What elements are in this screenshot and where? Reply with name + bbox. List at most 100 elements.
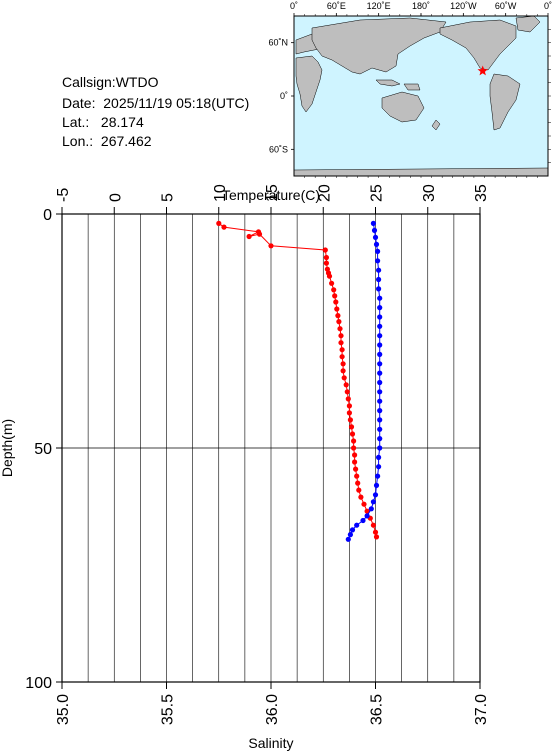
temperature-data-point	[336, 319, 342, 325]
salinity-data-point	[345, 536, 351, 542]
temperature-data-point	[268, 243, 274, 249]
depth-tick-label: 0	[43, 207, 52, 224]
salinity-data-point	[377, 408, 383, 414]
temperature-data-point	[352, 459, 358, 465]
map-lat-label: 60˚N	[268, 38, 288, 48]
temperature-data-point	[351, 445, 357, 451]
map-lat-label: 0˚	[280, 91, 288, 101]
salinity-data-point	[377, 295, 383, 301]
depth-tick-label: 50	[34, 441, 52, 458]
temperature-data-point	[338, 340, 344, 346]
callsign-text: Callsign:WTDO	[62, 74, 159, 90]
new-zealand-landmass	[431, 119, 441, 131]
date-text: Date: 2025/11/19 05:18(UTC)	[62, 95, 250, 111]
temperature-data-point	[355, 480, 361, 486]
temperature-data-point	[343, 382, 349, 388]
temperature-tick-label: 20	[316, 184, 333, 202]
salinity-data-point	[377, 426, 383, 432]
temperature-data-point	[221, 224, 227, 230]
north-america-landmass	[439, 19, 517, 71]
salinity-data-point	[376, 454, 382, 460]
salinity-data-point	[377, 333, 383, 339]
salinity-data-point	[354, 522, 360, 528]
salinity-axis-title: Salinity	[248, 735, 293, 751]
salinity-data-point	[347, 532, 353, 538]
salinity-data-point	[364, 513, 370, 519]
salinity-data-point	[377, 351, 383, 357]
map-lon-label: 60˚E	[327, 1, 346, 11]
temperature-data-point	[340, 361, 346, 367]
salinity-tick-label: 36.5	[369, 694, 386, 725]
salinity-tick-label: 36.0	[264, 694, 281, 725]
temperature-tick-label: 0	[107, 193, 124, 202]
salinity-data-point	[349, 527, 356, 533]
temperature-data-point	[323, 254, 329, 261]
salinity-data-point	[377, 342, 383, 348]
temperature-data-point	[364, 508, 370, 514]
salinity-data-point	[373, 482, 380, 488]
longitude-text: Lon.: 267.462	[62, 133, 152, 149]
temperature-data-point	[346, 410, 352, 416]
temperature-data-point	[338, 333, 344, 339]
salinity-data-point	[376, 286, 382, 292]
salinity-data-point	[377, 417, 383, 423]
indonesia-landmass	[375, 79, 401, 87]
australia-landmass	[381, 91, 425, 123]
map-lon-label: 0˚	[544, 1, 552, 11]
temperature-data-point	[216, 220, 222, 226]
salinity-data-point	[373, 241, 380, 247]
salinity-data-point	[371, 227, 378, 233]
salinity-data-point	[377, 314, 383, 320]
temperature-data-point	[346, 403, 352, 409]
salinity-data-point	[377, 445, 383, 451]
temperature-data-point	[345, 396, 351, 402]
asia-landmass	[311, 17, 447, 75]
temperature-data-point	[256, 231, 263, 237]
salinity-data-point	[377, 398, 383, 404]
salinity-data-point	[377, 389, 383, 395]
temperature-data-point	[373, 534, 380, 540]
temperature-data-point	[329, 280, 335, 286]
temperature-data-point	[349, 431, 356, 437]
map-lon-label: 120˚E	[367, 1, 391, 11]
temperature-data-point	[352, 452, 358, 458]
salinity-data-point	[377, 323, 383, 329]
map-lon-label: 0˚	[290, 1, 298, 11]
salinity-data-point	[372, 492, 379, 498]
temperature-data-point	[340, 368, 346, 374]
salinity-data-point	[372, 234, 379, 240]
temperature-data-point	[335, 313, 341, 319]
salinity-data-point	[376, 464, 382, 470]
temperature-data-point	[339, 354, 345, 360]
temperature-data-point	[339, 347, 345, 353]
depth-axis: 0 50 100	[25, 207, 62, 692]
salinity-data-point	[370, 220, 376, 226]
new-guinea-landmass	[403, 83, 421, 91]
map-lon-label: 120˚W	[450, 1, 477, 11]
plot-gridlines	[62, 214, 480, 682]
temperature-tick-label: 5	[160, 193, 177, 202]
temperature-data-point	[356, 487, 362, 493]
temperature-data-point	[358, 494, 364, 500]
temperature-data-point	[322, 247, 328, 253]
salinity-data-point	[377, 436, 383, 442]
temperature-data-point	[334, 306, 340, 312]
temperature-axis: -5 0 5 10 15 20 25 30 35	[55, 184, 490, 214]
temperature-data-point	[361, 501, 367, 507]
temperature-data-point	[372, 529, 379, 535]
depth-tick-label: 100	[25, 675, 52, 692]
salinity-tick-label: 35.0	[55, 694, 72, 725]
map-lon-label: 180˚	[412, 1, 430, 11]
salinity-data-point	[377, 305, 383, 311]
depth-axis-title: Depth(m)	[0, 419, 15, 477]
salinity-tick-label: 35.5	[160, 694, 177, 725]
africa-landmass	[295, 55, 323, 113]
temperature-axis-title: Temperature(C)	[222, 187, 320, 203]
temperature-profile-line	[218, 222, 377, 538]
temperature-data-point	[347, 417, 353, 423]
temperature-data-point	[351, 438, 357, 444]
temperature-data-point	[332, 293, 338, 299]
profile-series	[216, 220, 383, 542]
temperature-data-point	[370, 522, 376, 528]
salinity-data-point	[375, 473, 381, 479]
